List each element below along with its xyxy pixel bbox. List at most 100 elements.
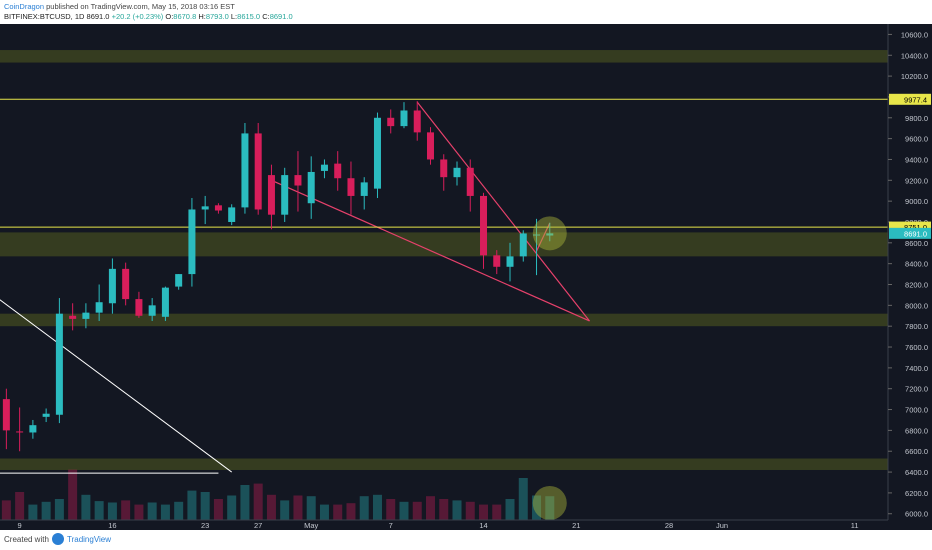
volume-bar — [1, 500, 11, 520]
y-tick-label: 8000.0 — [905, 301, 928, 310]
volume-bar — [505, 499, 515, 520]
candle-body — [347, 178, 355, 196]
x-tick-label: 14 — [479, 521, 487, 530]
x-tick-label: 27 — [254, 521, 262, 530]
footer: Created with TradingView — [0, 530, 932, 550]
candle-body — [373, 117, 381, 189]
high-label: H: — [198, 12, 206, 21]
y-tick-label: 7000.0 — [905, 406, 928, 415]
candle-body — [387, 117, 395, 127]
y-tick-label: 9600.0 — [905, 135, 928, 144]
resistance-price-tag-0-bg — [889, 93, 931, 105]
volume-bar — [439, 499, 449, 520]
x-tick-label: 23 — [201, 521, 209, 530]
candle-body — [519, 233, 527, 257]
volume-bar — [386, 499, 396, 520]
open-value: 8670.8 — [173, 12, 197, 21]
volume-bar — [465, 501, 475, 520]
last-price: 8691.0 — [86, 12, 110, 21]
wedge-line-1 — [271, 179, 590, 322]
volume-bar — [213, 499, 223, 520]
volume-bar — [545, 496, 555, 520]
y-tick-label: 9800.0 — [905, 114, 928, 123]
candle-body — [228, 207, 236, 222]
volume-bar — [28, 504, 38, 520]
x-tick-label: 11 — [851, 521, 859, 530]
publisher-name[interactable]: CoinDragon — [4, 2, 45, 11]
low-value: 8615.0 — [237, 12, 261, 21]
chart-header: CoinDragon published on TradingView.com,… — [0, 0, 932, 24]
candle-body — [453, 167, 461, 178]
candle-body — [42, 413, 50, 417]
zone-3 — [0, 458, 888, 470]
y-tick-label: 10200.0 — [901, 72, 928, 81]
price-change: +20.2 (+0.23%) — [111, 12, 164, 21]
publish-info: CoinDragon published on TradingView.com,… — [4, 2, 235, 11]
volume-bar — [412, 501, 422, 520]
zone-1 — [0, 232, 888, 257]
x-tick-label: 7 — [389, 521, 393, 530]
candle-body — [320, 164, 328, 171]
y-tick-label: 7800.0 — [905, 322, 928, 331]
candle-body — [546, 233, 554, 236]
y-tick-label: 9000.0 — [905, 197, 928, 206]
candle-body — [188, 209, 196, 275]
price-chart[interactable]: 6000.0 6200.0 6400.0 6600.0 6800.0 7000.0 7200… — [0, 24, 932, 530]
volume-bar — [452, 500, 462, 520]
y-tick-label: 6000.0 — [905, 510, 928, 519]
candle-body — [108, 268, 116, 304]
candle-body — [95, 302, 103, 313]
candle-body — [241, 133, 249, 208]
y-tick-label: 8400.0 — [905, 260, 928, 269]
y-tick-label: 8600.0 — [905, 239, 928, 248]
candle-body — [307, 171, 315, 204]
volume-bar — [81, 494, 91, 520]
resistance-price-tag-0: 9977.4 — [904, 95, 927, 104]
time-axis[interactable] — [0, 520, 932, 530]
volume-bar — [240, 485, 250, 520]
symbol-label: BITFINEX:BTCUSD, 1D — [4, 12, 85, 21]
candle-body — [201, 206, 209, 210]
volume-bar — [15, 492, 25, 520]
volume-bar — [121, 500, 131, 520]
trend-line — [0, 299, 232, 473]
created-with-text: Created with — [4, 535, 49, 544]
volume-bar — [134, 504, 144, 520]
volume-bar — [532, 495, 542, 520]
open-label: O: — [165, 12, 174, 21]
tradingview-brand[interactable]: TradingView — [67, 535, 112, 544]
x-tick-label: 28 — [665, 521, 673, 530]
candle-body — [254, 133, 262, 210]
volume-bar — [346, 503, 356, 520]
y-tick-label: 10400.0 — [901, 51, 928, 60]
candle-body — [294, 175, 302, 186]
candle-body — [413, 110, 421, 133]
volume-bar — [107, 502, 117, 520]
candle-body — [493, 255, 501, 267]
candle-body — [82, 312, 90, 319]
zone-0 — [0, 50, 888, 63]
y-tick-label: 7200.0 — [905, 385, 928, 394]
volume-bar — [319, 504, 329, 520]
candle-body — [533, 234, 541, 236]
candle-body — [29, 425, 37, 433]
volume-bar — [200, 492, 210, 520]
x-tick-label: 16 — [108, 521, 116, 530]
y-tick-label: 7600.0 — [905, 343, 928, 352]
publish-text: published on TradingView.com, May 15, 20… — [46, 2, 235, 11]
y-tick-label: 8200.0 — [905, 281, 928, 290]
wedge-line-0 — [416, 101, 591, 322]
volume-bar — [266, 494, 276, 520]
y-tick-label: 7400.0 — [905, 364, 928, 373]
x-tick-label: 9 — [18, 521, 22, 530]
x-tick-label: May — [304, 521, 318, 530]
y-tick-label: 10600.0 — [901, 30, 928, 39]
candle-body — [148, 305, 156, 316]
price-axis[interactable] — [888, 24, 932, 530]
candle-body — [440, 159, 448, 178]
volume-bar — [174, 501, 184, 520]
volume-bar — [160, 504, 170, 520]
volume-bar — [94, 501, 104, 520]
candle-body — [281, 175, 289, 215]
current-price-tag-bg — [889, 227, 931, 239]
